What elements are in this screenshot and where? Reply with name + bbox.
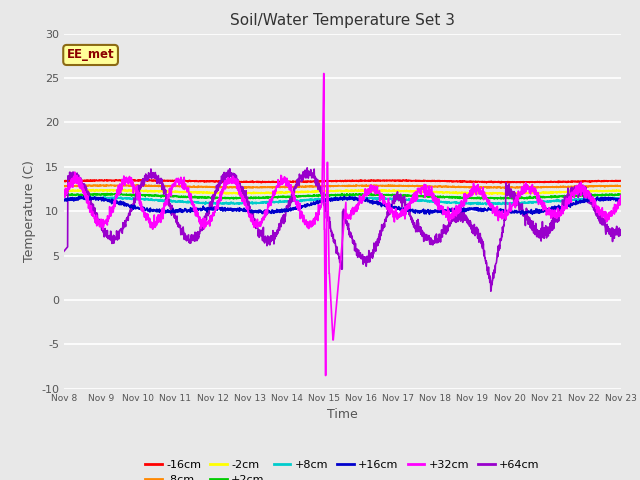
Line: +2cm: +2cm xyxy=(64,193,621,199)
+64cm xyxy=(568,192,576,198)
-8cm xyxy=(617,183,625,189)
+16cm xyxy=(81,193,88,199)
+64cm xyxy=(487,288,495,294)
Line: +32cm: +32cm xyxy=(64,73,621,375)
+8cm xyxy=(358,196,366,202)
Line: +16cm: +16cm xyxy=(64,196,621,215)
+16cm xyxy=(216,205,223,211)
-8cm xyxy=(107,182,115,188)
+64cm xyxy=(371,246,379,252)
-2cm xyxy=(493,192,501,197)
+16cm xyxy=(520,212,528,217)
-16cm xyxy=(617,178,625,184)
+32cm xyxy=(617,192,625,198)
+8cm xyxy=(505,200,513,206)
Legend: -16cm, -8cm, -2cm, +2cm, +8cm, +16cm, +32cm, +64cm: -16cm, -8cm, -2cm, +2cm, +8cm, +16cm, +3… xyxy=(141,456,544,480)
-2cm xyxy=(60,189,68,194)
Title: Soil/Water Temperature Set 3: Soil/Water Temperature Set 3 xyxy=(230,13,455,28)
-16cm xyxy=(568,179,576,185)
-16cm xyxy=(505,180,513,185)
+2cm xyxy=(359,192,367,197)
-2cm xyxy=(568,189,576,195)
+2cm xyxy=(60,192,68,198)
+64cm xyxy=(505,190,513,196)
+2cm xyxy=(568,193,576,199)
-8cm xyxy=(584,183,591,189)
+32cm xyxy=(371,186,379,192)
-8cm xyxy=(568,183,576,189)
+64cm xyxy=(303,165,311,171)
-16cm xyxy=(497,180,505,186)
Line: -8cm: -8cm xyxy=(64,185,621,188)
+16cm xyxy=(584,198,591,204)
-2cm xyxy=(359,188,367,194)
+64cm xyxy=(60,248,68,254)
Line: +8cm: +8cm xyxy=(64,197,621,205)
+2cm xyxy=(230,196,237,202)
Line: +64cm: +64cm xyxy=(64,168,621,291)
-2cm xyxy=(371,188,379,193)
+32cm xyxy=(505,211,513,216)
+32cm xyxy=(568,189,576,195)
-16cm xyxy=(371,178,379,184)
-16cm xyxy=(216,179,223,184)
+8cm xyxy=(216,200,223,205)
+16cm xyxy=(617,196,625,202)
+16cm xyxy=(504,210,512,216)
+32cm xyxy=(60,187,68,192)
Text: EE_met: EE_met xyxy=(67,48,115,61)
+8cm xyxy=(371,195,379,201)
+16cm xyxy=(568,202,576,208)
-2cm xyxy=(505,191,513,196)
+64cm xyxy=(584,192,591,197)
+32cm xyxy=(584,192,591,197)
+64cm xyxy=(617,231,625,237)
X-axis label: Time: Time xyxy=(327,408,358,421)
+2cm xyxy=(117,191,125,196)
-8cm xyxy=(60,183,68,189)
+8cm xyxy=(617,195,625,201)
Y-axis label: Temperature (C): Temperature (C) xyxy=(22,160,36,262)
+16cm xyxy=(359,195,367,201)
-8cm xyxy=(505,185,513,191)
+64cm xyxy=(359,252,367,258)
+16cm xyxy=(60,198,68,204)
+8cm xyxy=(483,202,490,208)
-16cm xyxy=(60,179,68,184)
+2cm xyxy=(617,192,625,197)
Line: -16cm: -16cm xyxy=(64,180,621,183)
-2cm xyxy=(617,189,625,194)
-8cm xyxy=(371,182,379,188)
-8cm xyxy=(216,184,223,190)
-2cm xyxy=(216,190,223,195)
-2cm xyxy=(584,188,591,193)
+2cm xyxy=(216,195,223,201)
+32cm xyxy=(216,199,223,205)
+2cm xyxy=(371,192,379,198)
+2cm xyxy=(584,192,591,198)
+8cm xyxy=(60,196,68,202)
+16cm xyxy=(371,200,379,205)
+8cm xyxy=(568,196,576,202)
+8cm xyxy=(584,196,591,202)
Line: -2cm: -2cm xyxy=(64,190,621,194)
+32cm xyxy=(322,372,330,378)
+32cm xyxy=(359,195,367,201)
+64cm xyxy=(216,180,223,185)
-2cm xyxy=(90,187,97,192)
-16cm xyxy=(127,177,134,182)
-8cm xyxy=(359,183,367,189)
-16cm xyxy=(359,178,367,184)
+2cm xyxy=(505,196,513,202)
+32cm xyxy=(320,71,328,76)
+8cm xyxy=(360,194,367,200)
-16cm xyxy=(584,179,591,184)
-8cm xyxy=(497,185,505,191)
